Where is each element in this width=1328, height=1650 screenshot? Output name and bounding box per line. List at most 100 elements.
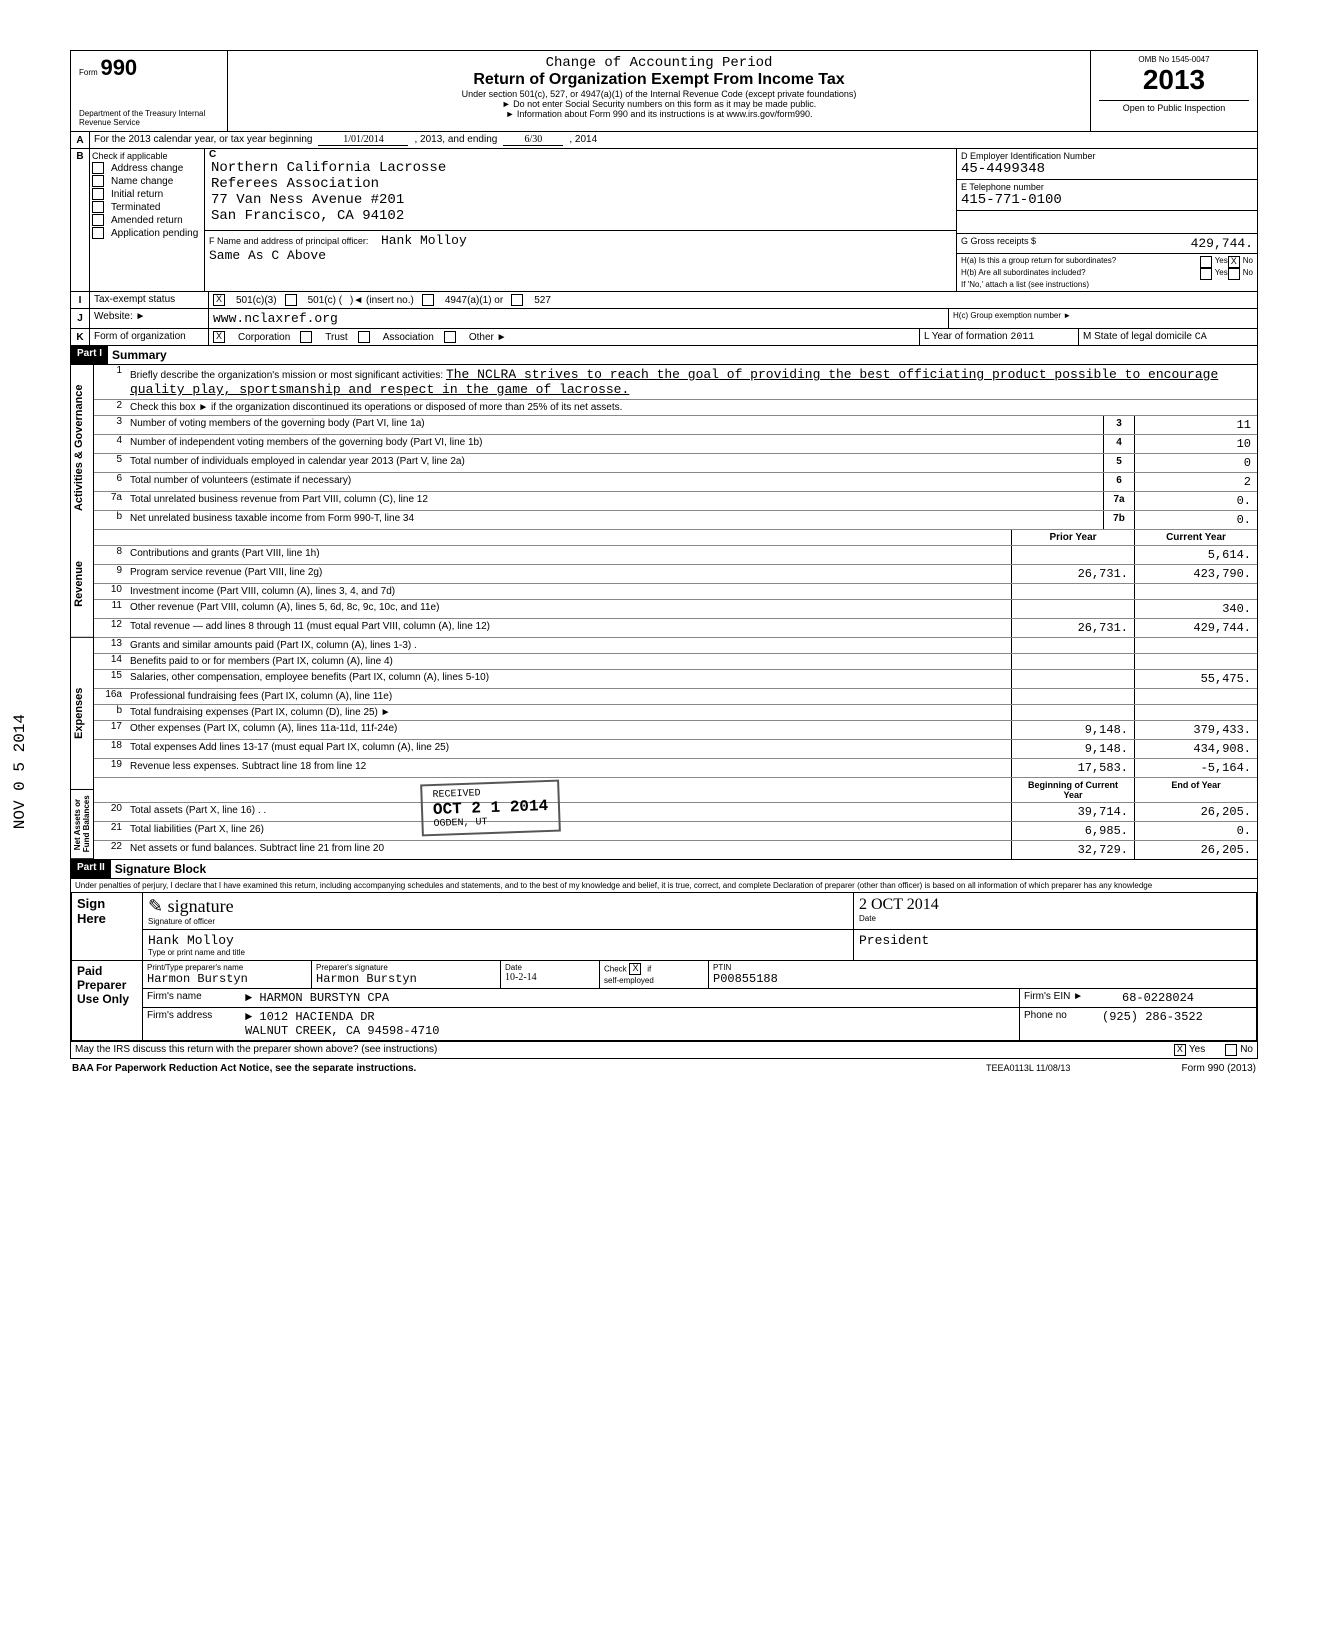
year-block: OMB No 1545-0047 2013 Open to Public Ins… <box>1091 51 1257 131</box>
rev-label: Revenue <box>71 531 93 638</box>
self-emp-check[interactable]: X <box>629 963 641 975</box>
p1-l1-num: 1 <box>94 365 126 399</box>
title-lbl: Type or print name and title <box>148 948 848 957</box>
part2-body: Under penalties of perjury, I declare th… <box>70 879 1258 1059</box>
p1-l2-text: Check this box ► if the organization dis… <box>126 400 1257 415</box>
p1-gov-line: 7a Total unrelated business revenue from… <box>94 491 1257 510</box>
firm-addr1: ► 1012 HACIENDA DR <box>245 1010 1015 1024</box>
k-other: Other ► <box>469 332 507 343</box>
p1-col-headers: Prior Year Current Year <box>94 529 1257 545</box>
p1-line: 11 Other revenue (Part VIII, column (A),… <box>94 599 1257 618</box>
hc-label: H(c) Group exemption number ► <box>948 309 1257 328</box>
j-label: Website: ► <box>90 309 209 328</box>
footer-code: TEEA0113L 11/08/13 <box>986 1063 1136 1074</box>
i-501c-check[interactable] <box>285 294 297 306</box>
col-current: Current Year <box>1134 530 1257 545</box>
firm-ein: 68-0228024 <box>1118 989 1256 1007</box>
prep-name-lbl: Print/Type preparer's name <box>147 963 307 972</box>
omb: OMB No 1545-0047 <box>1099 55 1249 64</box>
a-mid: , 2013, and ending <box>414 134 497 145</box>
check-lbl: Check <box>604 965 627 974</box>
i-501c3-check[interactable]: X <box>213 294 225 306</box>
i-527: 527 <box>534 295 551 306</box>
ptin: P00855188 <box>713 972 1252 986</box>
b-opt-address[interactable]: Address change <box>92 162 202 174</box>
stamp-left: NOV 0 5 2014 <box>11 714 29 829</box>
hb-label: H(b) Are all subordinates included? <box>961 268 1200 280</box>
j-val: www.nclaxref.org <box>209 309 948 328</box>
b-opt-pending[interactable]: Application pending <box>92 227 202 239</box>
footer: BAA For Paperwork Reduction Act Notice, … <box>70 1059 1258 1078</box>
officer-name: Hank Molloy <box>148 933 848 948</box>
k-other-check[interactable] <box>444 331 456 343</box>
k-assoc-check[interactable] <box>358 331 370 343</box>
b-opt-terminated[interactable]: Terminated <box>92 201 202 213</box>
a-text: For the 2013 calendar year, or tax year … <box>94 134 312 145</box>
p1-line: b Total fundraising expenses (Part IX, c… <box>94 704 1257 720</box>
blank-cell <box>957 211 1257 234</box>
f-same: Same As C Above <box>209 248 952 263</box>
discuss-yes[interactable]: X <box>1174 1044 1186 1056</box>
firm-addr2: WALNUT CREEK, CA 94598-4710 <box>245 1024 1015 1038</box>
form-label: Form <box>79 68 98 77</box>
f-name: Hank Molloy <box>381 233 467 248</box>
p1-line: 9 Program service revenue (Part VIII, li… <box>94 564 1257 583</box>
hb-yes[interactable] <box>1200 268 1212 280</box>
prep-name: Harmon Burstyn <box>147 972 307 986</box>
firm-ein-lbl: Firm's EIN ► <box>1020 989 1118 1007</box>
p1-line: 19 Revenue less expenses. Subtract line … <box>94 758 1257 777</box>
p1-gov-line: b Net unrelated business taxable income … <box>94 510 1257 529</box>
f-label: F Name and address of principal officer: <box>209 236 368 246</box>
a-begin[interactable]: 1/01/2014 <box>318 134 408 146</box>
p1-line: 20 Total assets (Part X, line 16) . . 39… <box>94 802 1257 821</box>
p1-line: 8 Contributions and grants (Part VIII, l… <box>94 545 1257 564</box>
firm-name: ► HARMON BURSTYN CPA <box>241 989 1020 1007</box>
label-k: K <box>71 329 90 345</box>
k-corp: Corporation <box>238 332 290 343</box>
a-end[interactable]: 6/30 <box>503 134 563 146</box>
form-header: Form 990 Department of the Treasury Inte… <box>70 50 1258 132</box>
e-label: E Telephone number <box>961 182 1253 192</box>
firm-addr-lbl: Firm's address <box>143 1008 241 1040</box>
b-opt-amended[interactable]: Amended return <box>92 214 202 226</box>
if-lbl: if <box>647 965 651 974</box>
org-addr2: San Francisco, CA 94102 <box>211 208 950 224</box>
org-name2: Referees Association <box>211 176 950 192</box>
k-Lval: 2011 <box>1010 332 1034 343</box>
d-val: 45-4499348 <box>961 161 1253 177</box>
p1-line: 12 Total revenue — add lines 8 through 1… <box>94 618 1257 637</box>
line-j: J Website: ► www.nclaxref.org H(c) Group… <box>70 309 1258 329</box>
k-label: Form of organization <box>90 329 209 345</box>
i-4947-check[interactable] <box>422 294 434 306</box>
line-i: I Tax-exempt status X501(c)(3) 501(c) ( … <box>70 292 1258 309</box>
p1-line: 17 Other expenses (Part IX, column (A), … <box>94 720 1257 739</box>
p1-line: 22 Net assets or fund balances. Subtract… <box>94 840 1257 859</box>
hb-no[interactable] <box>1228 268 1240 280</box>
ha-no[interactable]: X <box>1228 256 1240 268</box>
ha-yes[interactable] <box>1200 256 1212 268</box>
label-a: A <box>71 132 90 148</box>
ha-label: H(a) Is this a group return for subordin… <box>961 256 1200 268</box>
g-val: 429,744. <box>1036 236 1253 251</box>
k-trust-check[interactable] <box>300 331 312 343</box>
line-k: K Form of organization X Corporation Trus… <box>70 329 1258 346</box>
tax-year: 2013 <box>1099 64 1249 96</box>
gov-label: Activities & Governance <box>71 365 93 531</box>
b-opt-initial[interactable]: Initial return <box>92 188 202 200</box>
part1-sub: Summary <box>108 346 171 364</box>
discuss-text: May the IRS discuss this return with the… <box>75 1044 1174 1056</box>
footer-baa: BAA For Paperwork Reduction Act Notice, … <box>72 1063 986 1074</box>
title-block: Change of Accounting Period Return of Or… <box>228 51 1091 131</box>
h-block: H(a) Is this a group return for subordin… <box>957 254 1257 291</box>
phone-lbl: Phone no <box>1020 1008 1098 1040</box>
k-trust: Trust <box>325 332 347 343</box>
p1-gov-line: 6 Total number of volunteers (estimate i… <box>94 472 1257 491</box>
g-label: G Gross receipts $ <box>961 236 1036 251</box>
b-heading: Check if applicable <box>92 151 202 161</box>
col-prior: Prior Year <box>1011 530 1134 545</box>
k-corp-check[interactable]: X <box>213 331 225 343</box>
discuss-no[interactable] <box>1225 1044 1237 1056</box>
b-opt-name[interactable]: Name change <box>92 175 202 187</box>
p1-gov-line: 3 Number of voting members of the govern… <box>94 415 1257 434</box>
i-527-check[interactable] <box>511 294 523 306</box>
